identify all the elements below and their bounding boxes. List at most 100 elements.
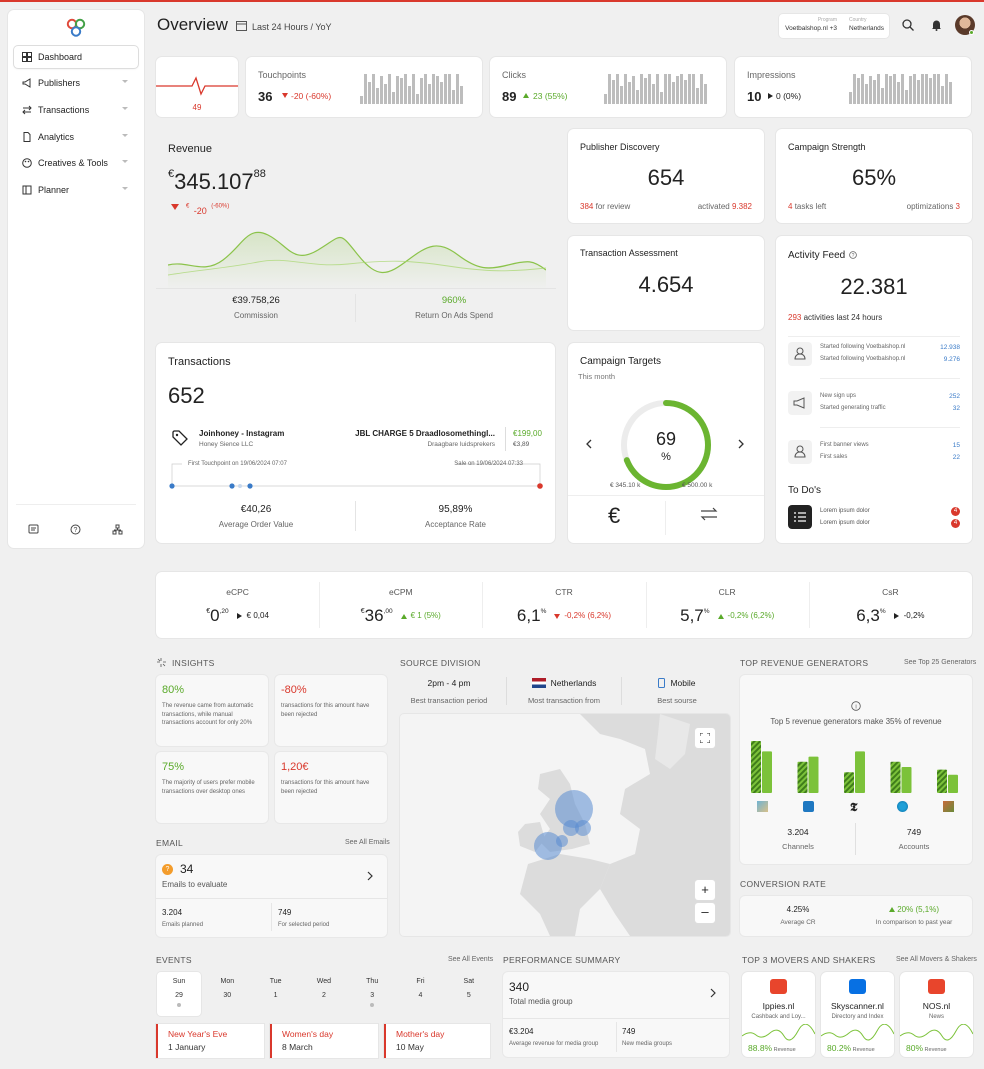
generator-bar[interactable]: [808, 756, 819, 793]
zoom-in-button[interactable]: +: [695, 880, 715, 900]
mover-card[interactable]: Ippies.nl Cashback and Loy... 88.8% Revenu…: [742, 972, 815, 1057]
conversion-card[interactable]: 4.25% Average CR 20% (5,1%) In compariso…: [740, 896, 972, 936]
bell-icon[interactable]: [931, 19, 942, 31]
performance-card[interactable]: 340 Total media group €3.204 Average rev…: [503, 972, 729, 1057]
calendar-day[interactable]: Thu 3: [349, 978, 395, 1007]
revenue-card[interactable]: Revenue €345.10788 € -20 (-60%) €39.758,…: [156, 130, 556, 328]
optimizations[interactable]: optimizations 3: [907, 202, 960, 211]
email-card[interactable]: ? 34 Emails to evaluate 3.204 Emails pla…: [156, 855, 387, 937]
insight-card[interactable]: -80% transactions for this amount have b…: [275, 675, 387, 746]
activity-feed-card[interactable]: Activity Feed ? 22.381 293 activities la…: [776, 236, 972, 543]
mover-card[interactable]: Skyscanner.nl Directory and Index 80.2% Re…: [821, 972, 894, 1057]
generator-logo-2[interactable]: [803, 801, 814, 812]
activated-count[interactable]: activated 9.382: [698, 202, 752, 211]
chat-icon[interactable]: [28, 524, 39, 535]
map-bubble[interactable]: [556, 835, 568, 847]
transaction-product[interactable]: JBL CHARGE 5 Draadlosomethingl...: [355, 429, 495, 438]
calendar-day[interactable]: Mon 30: [204, 978, 250, 999]
fullscreen-button[interactable]: [695, 728, 715, 748]
generator-bar[interactable]: [844, 772, 854, 793]
todo-item[interactable]: Lorem ipsum dolor: [820, 508, 870, 514]
calendar-day[interactable]: Wed 2: [301, 978, 347, 999]
metric-ecpm[interactable]: eCPM €36,00 € 1 (5%): [319, 572, 482, 638]
calendar-day[interactable]: Tue 1: [253, 978, 299, 999]
help-icon[interactable]: ?: [70, 524, 81, 535]
generator-bar[interactable]: [937, 769, 947, 793]
date-range-selector[interactable]: Last 24 Hours / YoY: [252, 22, 332, 32]
info-icon[interactable]: ?: [849, 251, 857, 259]
transaction-publisher[interactable]: Joinhoney - Instagram: [199, 429, 285, 438]
insight-card[interactable]: 1,20€ transactions for this amount have …: [275, 752, 387, 823]
campaign-targets-card[interactable]: Campaign Targets This month 69 % € 345.1…: [568, 343, 764, 543]
todo-item[interactable]: Lorem ipsum dolor: [820, 520, 870, 526]
metric-ecpc[interactable]: eCPC €0,20 € 0,04: [156, 572, 319, 638]
heartbeat-card[interactable]: 49: [156, 57, 238, 117]
event-card[interactable]: Mother's day 10 May: [384, 1024, 490, 1058]
metric-clr[interactable]: CLR 5,7% -0,2% (6,2%): [645, 572, 809, 638]
generator-logo-3[interactable]: 𝕿: [850, 800, 858, 814]
calendar-weekday: Fri: [416, 978, 425, 985]
program-country-selector[interactable]: Program Voetbalshop.nl +3 Country Nether…: [779, 14, 889, 38]
calendar-day[interactable]: Sat 5: [446, 978, 492, 999]
activity-group-signups[interactable]: New sign ups 252 Started generating traf…: [788, 389, 960, 419]
sidebar-item-label: Analytics: [38, 132, 75, 142]
clicks-card[interactable]: Clicks 89 23 (55%): [490, 57, 726, 117]
generator-bar[interactable]: [901, 767, 912, 793]
chevron-left-icon[interactable]: [586, 439, 592, 449]
todo-list[interactable]: Lorem ipsum dolor 4 Lorem ipsum dolor 4: [788, 505, 960, 531]
metric-ctr[interactable]: CTR 6,1% -0,2% (6,2%): [482, 572, 645, 638]
generator-bar[interactable]: [948, 774, 958, 793]
transfer-icon[interactable]: [700, 507, 718, 521]
metric-csr[interactable]: CsR 6,3% -0,2%: [808, 572, 972, 638]
review-count[interactable]: 384 for review: [580, 202, 630, 211]
see-top-generators-link[interactable]: See Top 25 Generators: [904, 659, 977, 666]
mover-card[interactable]: NOS.nl News 80% Revenue: [900, 972, 973, 1057]
generator-logo-1[interactable]: [757, 801, 768, 812]
generator-logo-5[interactable]: [943, 801, 954, 812]
sidebar-item-creatives[interactable]: Creatives & Tools: [14, 152, 138, 174]
sidebar-item-publishers[interactable]: Publishers: [14, 72, 138, 94]
calendar-day[interactable]: Fri 4: [398, 978, 444, 999]
campaign-strength-card[interactable]: Campaign Strength 65% 4 tasks left optim…: [776, 129, 972, 223]
tasks-left[interactable]: 4 tasks left: [788, 202, 826, 211]
generator-bar[interactable]: [855, 751, 865, 793]
generator-logo-4[interactable]: [897, 801, 908, 812]
calendar-icon[interactable]: [236, 20, 247, 31]
search-icon[interactable]: [902, 19, 914, 31]
sidebar-item-analytics[interactable]: Analytics: [14, 126, 138, 148]
program-label: Program: [817, 17, 837, 23]
impressions-card[interactable]: Impressions 10 0 (0%): [735, 57, 971, 117]
map-bubble[interactable]: [575, 820, 591, 836]
see-all-emails-link[interactable]: See All Emails: [345, 839, 390, 846]
publisher-discovery-card[interactable]: Publisher Discovery 654 384 for review a…: [568, 129, 764, 223]
insight-card[interactable]: 80% The revenue came from automatic tran…: [156, 675, 268, 746]
source-map[interactable]: + –: [400, 714, 730, 936]
touchpoints-card[interactable]: Touchpoints 36 -20 (-60%): [246, 57, 482, 117]
chevron-right-icon[interactable]: [738, 439, 744, 449]
info-icon[interactable]: i: [851, 701, 861, 711]
channels-value: 3.204: [787, 827, 809, 837]
chevron-right-icon[interactable]: [367, 871, 373, 881]
transaction-assessment-card[interactable]: Transaction Assessment 4.654: [568, 236, 764, 330]
generator-bar[interactable]: [797, 761, 808, 793]
chevron-right-icon[interactable]: [710, 988, 716, 998]
event-card[interactable]: New Year's Eve 1 January: [156, 1024, 264, 1058]
euro-icon[interactable]: €: [608, 503, 621, 528]
see-all-movers-link[interactable]: See All Movers & Shakers: [896, 956, 977, 963]
activity-group-banners[interactable]: First banner views 15 First sales 22: [788, 438, 960, 468]
transactions-card[interactable]: Transactions 652 Joinhoney - Instagram H…: [156, 343, 555, 543]
see-all-events-link[interactable]: See All Events: [448, 956, 494, 963]
zoom-out-button[interactable]: –: [695, 903, 715, 923]
insight-card[interactable]: 75% The majority of users prefer mobile …: [156, 752, 268, 823]
sidebar-item-transactions[interactable]: Transactions: [14, 99, 138, 121]
sidebar-item-planner[interactable]: Planner: [14, 179, 138, 201]
activity-group-follow[interactable]: Started following Voetbalshop.nl 12.938 …: [788, 340, 960, 370]
calendar-day[interactable]: Sun 29: [156, 978, 202, 1007]
app-logo[interactable]: [66, 18, 86, 38]
sidebar-item-dashboard[interactable]: Dashboard: [14, 46, 138, 68]
event-card[interactable]: Women's day 8 March: [270, 1024, 378, 1058]
sitemap-icon[interactable]: [112, 524, 123, 535]
generator-bar[interactable]: [762, 751, 772, 793]
generator-bar[interactable]: [890, 761, 901, 793]
generator-bar[interactable]: [751, 741, 761, 793]
